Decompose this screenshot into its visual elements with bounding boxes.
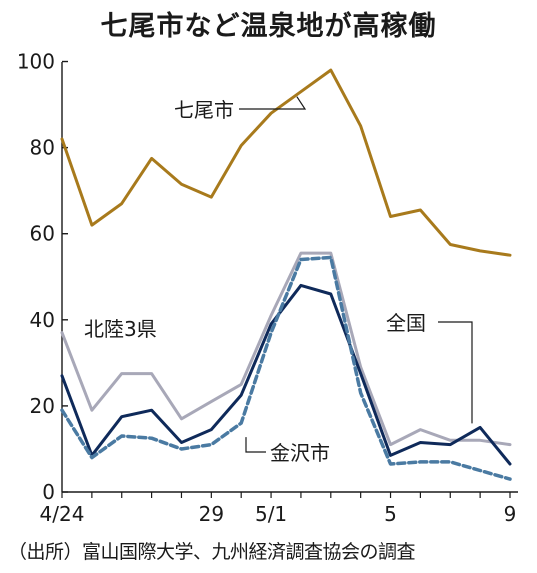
x-tick-label: 4/24 (40, 502, 85, 526)
series-line (60, 255, 512, 481)
y-tick-label: 0 (42, 480, 55, 504)
y-tick-label: 20 (30, 394, 55, 418)
chart-title: 七尾市など温泉地が高稼働 (100, 11, 437, 42)
series-label: 七尾市 (174, 98, 234, 122)
x-tick-label: 5/1 (255, 502, 287, 526)
series-lines (60, 68, 512, 481)
axes: 0 20 40 60 80 100 4/24 29 5/1 5 9 (17, 50, 518, 526)
source-note: （出所）富山国際大学、九州経済調査協会の調査 (8, 541, 416, 563)
series-line (60, 283, 512, 466)
y-tick-label: 100 (17, 50, 55, 74)
y-tick-label: 80 (30, 136, 55, 160)
x-tick-label: 29 (199, 502, 224, 526)
series-line (60, 68, 512, 257)
x-tick-label: 9 (504, 502, 517, 526)
label-leader-line (239, 96, 307, 110)
label-leader-line (245, 437, 266, 453)
y-tick-label: 40 (30, 308, 55, 332)
series-label: 全国 (386, 311, 426, 335)
series-label: 北陸3県 (84, 317, 157, 341)
label-leader-line (438, 321, 473, 424)
x-tick-label: 5 (384, 502, 397, 526)
y-tick-label: 60 (30, 222, 55, 246)
series-line (60, 251, 512, 447)
series-label: 金沢市 (270, 441, 330, 465)
